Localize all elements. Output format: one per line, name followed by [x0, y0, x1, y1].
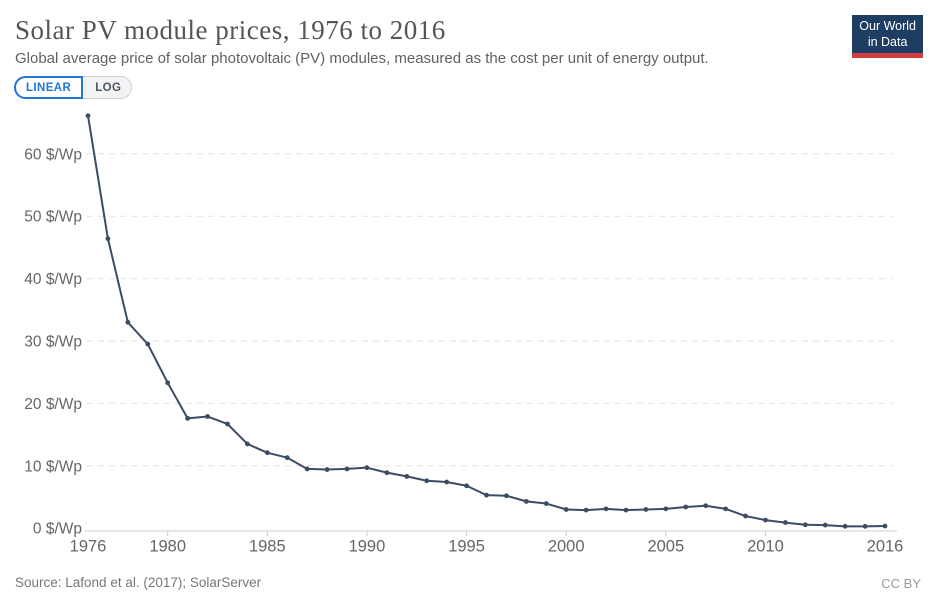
- data-point[interactable]: [504, 493, 509, 499]
- data-point[interactable]: [125, 319, 131, 325]
- license-label[interactable]: CC BY: [881, 576, 921, 591]
- data-point[interactable]: [663, 506, 669, 512]
- x-axis-label: 2000: [548, 538, 585, 556]
- data-point[interactable]: [205, 414, 210, 419]
- data-point[interactable]: [643, 507, 649, 512]
- data-point[interactable]: [563, 507, 569, 512]
- y-axis-label: 10 $/Wp: [24, 458, 82, 475]
- data-point[interactable]: [862, 523, 868, 529]
- data-point[interactable]: [763, 517, 768, 523]
- data-point[interactable]: [543, 501, 549, 506]
- data-point[interactable]: [324, 467, 330, 472]
- owid-logo-line2: in Data: [867, 35, 908, 49]
- data-point[interactable]: [304, 466, 310, 472]
- y-axis-label: 40 $/Wp: [24, 271, 82, 288]
- data-point[interactable]: [424, 478, 430, 484]
- data-point[interactable]: [484, 492, 489, 498]
- data-point[interactable]: [404, 474, 410, 479]
- data-point[interactable]: [284, 455, 290, 461]
- y-axis-label: 20 $/Wp: [24, 396, 82, 413]
- x-axis-label: 2016: [867, 538, 904, 556]
- data-point[interactable]: [802, 522, 808, 528]
- data-point[interactable]: [165, 380, 171, 386]
- y-axis-label: 0 $/Wp: [33, 521, 82, 538]
- data-point[interactable]: [583, 507, 589, 513]
- x-axis-label: 1990: [349, 538, 386, 556]
- x-axis-label: 1985: [249, 538, 286, 556]
- data-point[interactable]: [384, 470, 390, 476]
- x-axis-label: 1995: [448, 538, 485, 556]
- owid-logo[interactable]: Our World in Data: [852, 15, 923, 58]
- data-point[interactable]: [743, 513, 748, 519]
- data-point[interactable]: [523, 498, 529, 504]
- data-point[interactable]: [623, 507, 629, 513]
- data-point[interactable]: [364, 465, 370, 471]
- data-point[interactable]: [882, 523, 888, 529]
- data-point[interactable]: [464, 483, 469, 489]
- x-axis-label: 1980: [149, 538, 186, 556]
- data-point[interactable]: [723, 506, 728, 512]
- data-point[interactable]: [444, 479, 450, 485]
- source-note: Source: Lafond et al. (2017); SolarServe…: [15, 575, 262, 590]
- y-axis-label: 30 $/Wp: [24, 334, 82, 351]
- y-axis-label: 50 $/Wp: [24, 209, 82, 226]
- owid-logo-line1: Our World: [859, 19, 916, 33]
- data-point[interactable]: [782, 520, 788, 525]
- linear-scale-button[interactable]: LINEAR: [14, 76, 84, 99]
- data-point[interactable]: [225, 421, 230, 427]
- data-point[interactable]: [185, 415, 191, 421]
- data-point[interactable]: [145, 341, 151, 347]
- data-point[interactable]: [822, 522, 828, 528]
- x-axis-label: 1976: [70, 538, 107, 556]
- log-scale-button[interactable]: LOG: [83, 76, 133, 99]
- data-point[interactable]: [245, 441, 250, 447]
- chart-title: Solar PV module prices, 1976 to 2016: [15, 15, 446, 45]
- x-axis-label: 2005: [647, 538, 684, 556]
- y-axis-label: 60 $/Wp: [24, 146, 82, 163]
- data-point[interactable]: [264, 450, 270, 456]
- data-point[interactable]: [703, 503, 709, 509]
- data-point[interactable]: [85, 113, 91, 119]
- data-point[interactable]: [842, 523, 848, 529]
- price-line: [87, 114, 886, 528]
- data-point[interactable]: [105, 236, 111, 242]
- data-point[interactable]: [683, 504, 689, 510]
- data-point[interactable]: [344, 466, 350, 472]
- x-axis-label: 2010: [747, 538, 784, 556]
- scale-toggle: LINEAR LOG: [14, 76, 133, 99]
- chart-subtitle: Global average price of solar photovolta…: [15, 50, 709, 67]
- data-point[interactable]: [603, 506, 609, 512]
